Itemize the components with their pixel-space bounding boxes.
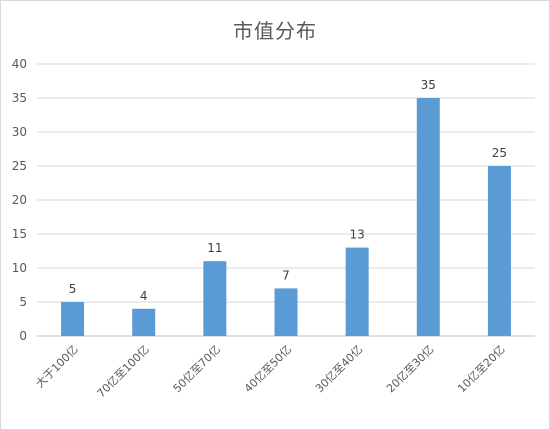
- x-tick-label: 大于100亿: [33, 342, 81, 390]
- bar: [345, 247, 369, 336]
- y-tick-label: 5: [19, 295, 27, 309]
- x-tick-label: 40亿至50亿: [242, 343, 294, 395]
- x-tick-label: 10亿至20亿: [455, 343, 507, 395]
- y-tick-label: 25: [12, 159, 27, 173]
- y-tick-label: 40: [12, 57, 27, 71]
- y-tick-label: 10: [12, 261, 27, 275]
- y-tick-label: 15: [12, 227, 27, 241]
- bar: [61, 302, 85, 336]
- data-label: 35: [421, 78, 436, 92]
- data-label: 5: [69, 282, 77, 296]
- bar: [132, 308, 156, 336]
- y-tick-label: 35: [12, 91, 27, 105]
- bar: [274, 288, 298, 336]
- data-label: 7: [282, 268, 290, 282]
- chart-title: 市值分布: [233, 19, 317, 43]
- x-tick-label: 70亿至100亿: [95, 343, 152, 400]
- data-label: 25: [492, 146, 507, 160]
- y-tick-label: 0: [19, 329, 27, 343]
- x-tick-label: 30亿至40亿: [313, 343, 365, 395]
- bar: [487, 166, 511, 336]
- bar: [203, 261, 227, 336]
- data-label: 4: [140, 289, 148, 303]
- bar: [416, 98, 440, 336]
- data-label: 13: [350, 228, 365, 242]
- x-tick-label: 50亿至70亿: [171, 343, 223, 395]
- x-tick-label: 20亿至30亿: [384, 343, 436, 395]
- y-tick-label: 20: [12, 193, 27, 207]
- data-label: 11: [207, 241, 222, 255]
- y-tick-label: 30: [12, 125, 27, 139]
